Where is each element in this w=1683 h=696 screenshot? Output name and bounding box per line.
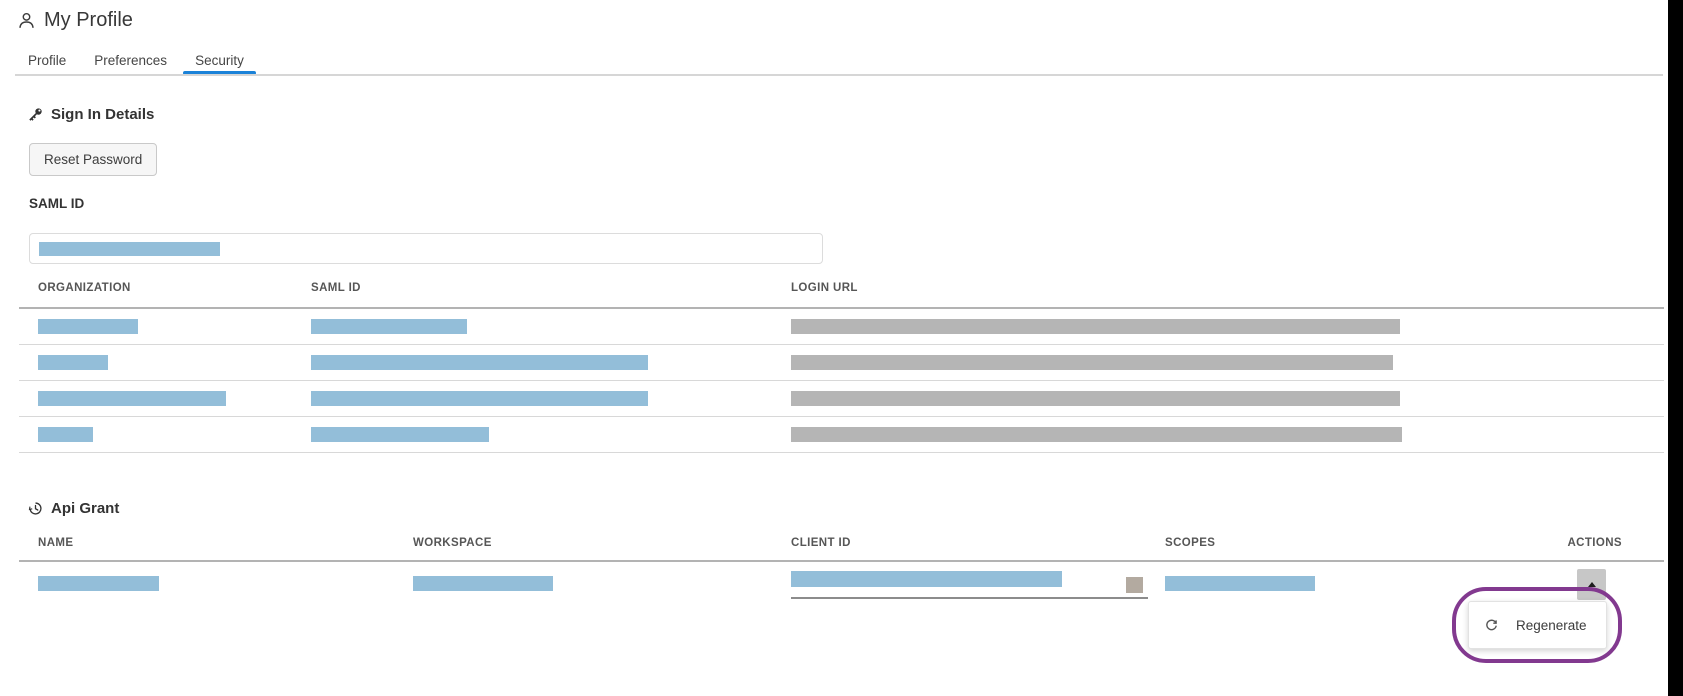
menu-item-regenerate[interactable]: Regenerate bbox=[1469, 602, 1606, 648]
redacted-value-bar bbox=[413, 576, 553, 591]
signin-section-heading: Sign In Details bbox=[28, 106, 154, 123]
client-id-field[interactable] bbox=[791, 571, 1148, 599]
column-header-saml-id: SAML ID bbox=[311, 282, 361, 294]
redacted-value-bar bbox=[38, 576, 159, 591]
user-icon bbox=[17, 11, 36, 30]
org-cell bbox=[19, 309, 311, 344]
column-header-workspace: WORKSPACE bbox=[413, 537, 492, 549]
column-header-actions: ACTIONS bbox=[1567, 537, 1622, 549]
saml-cell bbox=[311, 381, 791, 416]
url-cell bbox=[791, 381, 1664, 416]
org-cell bbox=[19, 345, 311, 380]
redacted-value-bar bbox=[38, 391, 226, 406]
actions-menu-toggle-button[interactable] bbox=[1577, 569, 1606, 600]
redacted-value-bar bbox=[311, 391, 648, 406]
saml-cell bbox=[311, 309, 791, 344]
column-header-client-id: CLIENT ID bbox=[791, 537, 851, 549]
scrollbar[interactable] bbox=[1668, 0, 1683, 696]
history-icon bbox=[28, 501, 43, 516]
actions-dropdown-menu: Regenerate bbox=[1468, 601, 1607, 649]
saml-cell bbox=[311, 345, 791, 380]
caret-up-icon bbox=[1587, 582, 1596, 587]
scopes-cell bbox=[1165, 562, 1465, 612]
url-cell bbox=[791, 345, 1664, 380]
column-header-organization: ORGANIZATION bbox=[38, 282, 131, 294]
saml-table-row-1 bbox=[19, 309, 1664, 345]
saml-id-label: SAML ID bbox=[29, 196, 85, 211]
org-cell bbox=[19, 417, 311, 452]
redacted-value-bar bbox=[791, 319, 1400, 334]
redacted-value-bar bbox=[38, 427, 93, 442]
api-grant-section-heading: Api Grant bbox=[28, 500, 119, 517]
redacted-value-bar bbox=[38, 355, 108, 370]
org-cell bbox=[19, 381, 311, 416]
menu-item-label: Regenerate bbox=[1516, 617, 1587, 633]
workspace-cell bbox=[413, 562, 791, 612]
column-header-login-url: LOGIN URL bbox=[791, 282, 858, 294]
saml-table-header: ORGANIZATION SAML ID LOGIN URL bbox=[19, 263, 1664, 309]
refresh-icon bbox=[1484, 618, 1499, 633]
url-cell bbox=[791, 417, 1664, 452]
saml-table-body bbox=[19, 309, 1664, 453]
page-title: My Profile bbox=[44, 9, 133, 31]
saml-cell bbox=[311, 417, 791, 452]
redacted-value-bar bbox=[311, 355, 648, 370]
redacted-icon-block bbox=[1126, 577, 1143, 593]
redacted-value-bar bbox=[791, 355, 1393, 370]
api-grant-table: NAME WORKSPACE CLIENT ID SCOPES ACTIONS bbox=[19, 529, 1664, 612]
reset-password-button[interactable]: Reset Password bbox=[29, 143, 158, 176]
tab-profile[interactable]: Profile bbox=[28, 53, 67, 68]
client-id-cell bbox=[791, 562, 1165, 612]
page-header: My Profile bbox=[17, 9, 133, 32]
name-cell bbox=[19, 562, 413, 612]
redacted-value-bar bbox=[1165, 576, 1315, 591]
api-grant-heading-label: Api Grant bbox=[51, 500, 120, 517]
saml-table-row-4 bbox=[19, 417, 1664, 453]
saml-table: ORGANIZATION SAML ID LOGIN URL bbox=[19, 263, 1664, 453]
key-icon bbox=[28, 107, 43, 122]
redacted-value-bar bbox=[311, 319, 467, 334]
saml-table-row-3 bbox=[19, 381, 1664, 417]
tabs: Profile Preferences Security bbox=[27, 52, 256, 75]
redacted-value-bar bbox=[38, 319, 138, 334]
redacted-value-bar bbox=[791, 571, 1062, 587]
tab-divider bbox=[15, 74, 1663, 76]
column-header-name: NAME bbox=[38, 537, 74, 549]
api-grant-table-row bbox=[19, 562, 1664, 612]
redacted-value-bar bbox=[791, 427, 1402, 442]
url-cell bbox=[791, 309, 1664, 344]
redacted-value-bar bbox=[39, 242, 220, 256]
api-grant-table-header: NAME WORKSPACE CLIENT ID SCOPES ACTIONS bbox=[19, 529, 1664, 562]
redacted-value-bar bbox=[791, 391, 1400, 406]
redacted-value-bar bbox=[311, 427, 489, 442]
saml-table-row-2 bbox=[19, 345, 1664, 381]
signin-heading-label: Sign In Details bbox=[51, 106, 155, 123]
saml-id-input[interactable] bbox=[29, 233, 823, 264]
tab-security[interactable]: Security bbox=[183, 53, 256, 75]
tab-preferences[interactable]: Preferences bbox=[94, 53, 168, 68]
column-header-scopes: SCOPES bbox=[1165, 537, 1216, 549]
